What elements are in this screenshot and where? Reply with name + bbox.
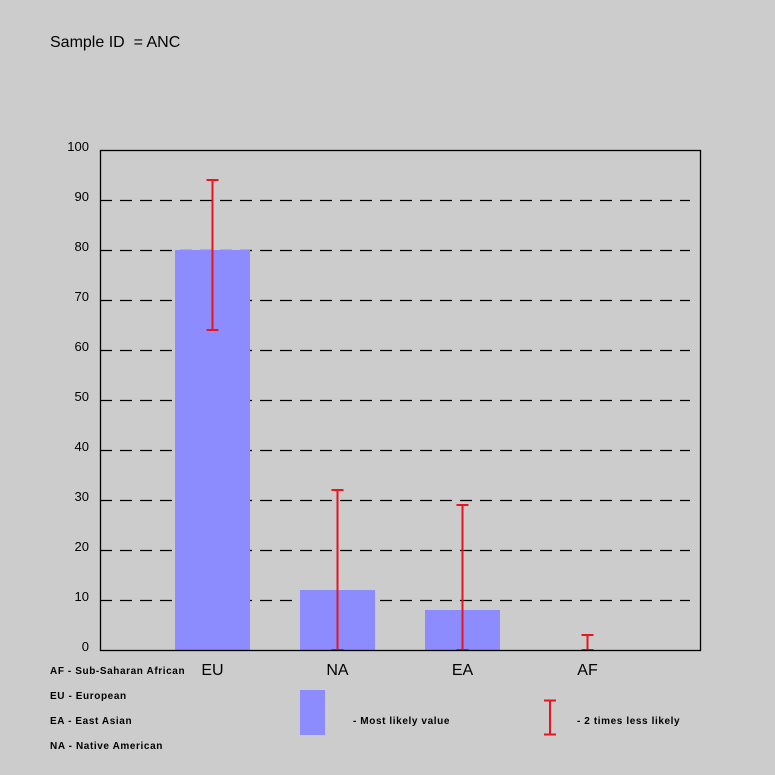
y-tick-label: 90	[75, 189, 89, 204]
y-tick-label: 40	[75, 439, 89, 454]
y-tick-label: 60	[75, 339, 89, 354]
x-tick-label: AF	[577, 662, 598, 679]
y-axis-ticks: 0 10 20 30 40 50 60 70 80 90 100	[67, 139, 89, 654]
legend-error-label: - 2 times less likely	[577, 716, 681, 727]
y-tick-label: 0	[82, 639, 89, 654]
y-tick-label: 30	[75, 489, 89, 504]
x-tick-label: NA	[326, 662, 349, 679]
y-tick-label: 100	[67, 139, 89, 154]
y-tick-label: 50	[75, 389, 89, 404]
chart-title: Sample ID = ANC	[50, 34, 181, 51]
legend-error-bar-icon	[544, 699, 556, 736]
abbreviation-na: NA - Native American	[50, 741, 163, 752]
plot-frame	[99, 149, 702, 652]
gridlines	[100, 199, 690, 602]
y-tick-label: 80	[75, 239, 89, 254]
y-tick-label: 10	[75, 589, 89, 604]
y-tick-label: 20	[75, 539, 89, 554]
abbreviation-eu: EU - European	[50, 691, 127, 702]
error-bar-eu	[206, 179, 219, 331]
abbreviation-ea: EA - East Asian	[50, 716, 133, 727]
x-axis-ticks: EU NA EA AF	[201, 662, 598, 679]
legend-bar-label: - Most likely value	[353, 716, 450, 727]
y-tick-label: 70	[75, 289, 89, 304]
error-bar-af	[581, 634, 594, 651]
legend-bar-swatch	[300, 690, 325, 735]
x-tick-label: EU	[201, 662, 223, 679]
x-tick-label: EA	[452, 662, 474, 679]
abbreviation-af: AF - Sub-Saharan African	[50, 666, 186, 677]
